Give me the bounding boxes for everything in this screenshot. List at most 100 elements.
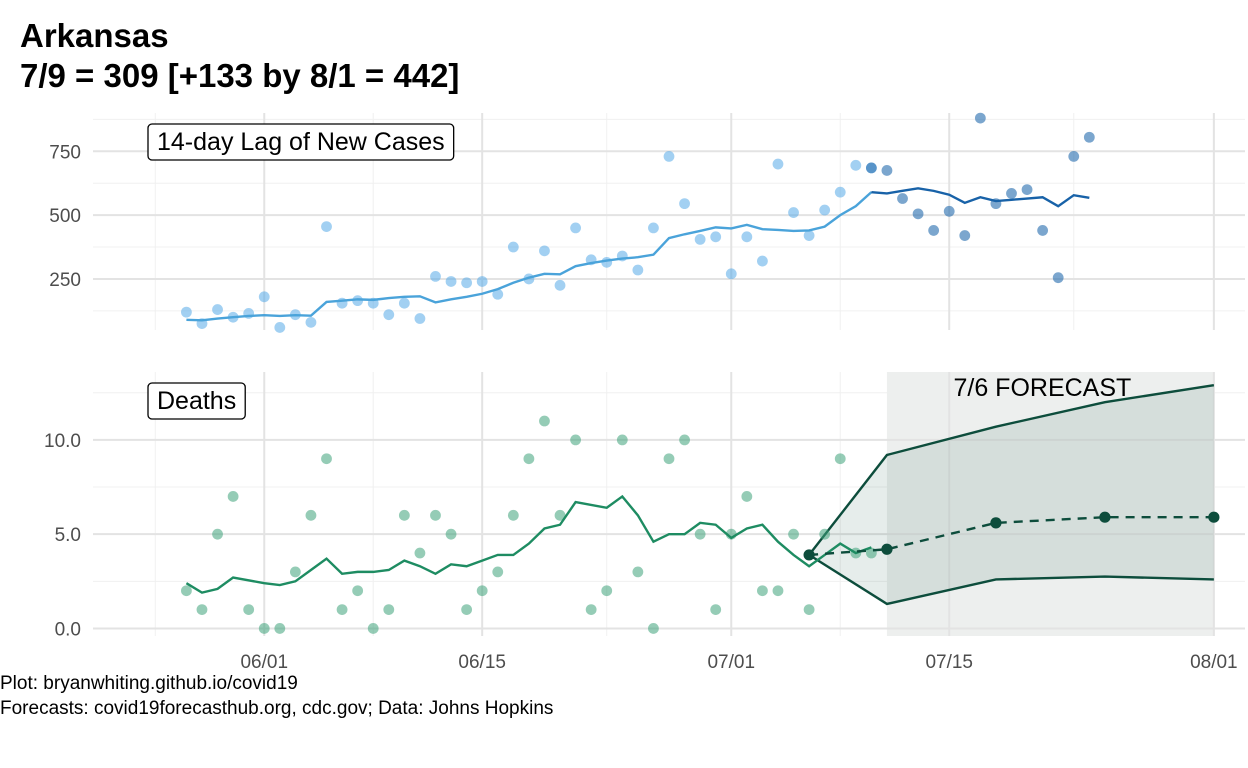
caption: Plot: bryanwhiting.github.io/covid19 For… (0, 671, 553, 721)
death-point (788, 528, 799, 540)
forecast-interval (809, 385, 1214, 604)
forecast-upper-line (808, 384, 1215, 556)
death-point (570, 434, 581, 446)
death-point (803, 604, 815, 615)
death-point (274, 623, 286, 634)
deaths-trend-line (185, 494, 872, 594)
case-point (834, 186, 846, 198)
x-tick-label: 06/15 (458, 652, 506, 673)
death-point (321, 453, 332, 465)
case-point (741, 231, 753, 243)
death-point (523, 453, 535, 465)
y-tick-label: 750 (49, 142, 81, 163)
y-tick-label: 5.0 (55, 525, 81, 546)
death-point (648, 623, 659, 634)
case-point (943, 205, 955, 217)
case-point (1021, 184, 1033, 195)
death-point (679, 434, 690, 446)
forecast-point (803, 549, 815, 561)
death-point (445, 528, 457, 540)
forecast-point (1099, 511, 1111, 523)
case-point (305, 316, 317, 328)
y-tick-label: 10.0 (44, 431, 81, 452)
cases-panel: 250 500 750 14-day Lag of New Cases (49, 112, 1245, 333)
death-point (492, 566, 504, 578)
x-tick-label: 08/01 (1190, 652, 1238, 673)
case-point (398, 297, 410, 309)
case-point (539, 245, 550, 257)
case-point (648, 222, 659, 234)
death-point (507, 509, 519, 521)
panel-label-box (147, 382, 246, 420)
case-point (445, 276, 457, 287)
death-point (741, 491, 753, 502)
caption-data-source: Forecasts: covid19forecasthub.org, cdc.g… (0, 698, 554, 719)
case-point (757, 255, 768, 267)
death-point (632, 566, 644, 578)
case-point (912, 208, 924, 220)
forecast-point (1208, 511, 1220, 523)
case-point (694, 233, 706, 245)
death-point (430, 509, 441, 521)
case-point (819, 204, 831, 216)
case-point (492, 288, 504, 300)
death-point (772, 585, 784, 597)
death-point (601, 585, 613, 597)
case-point (663, 151, 675, 162)
case-point (850, 159, 862, 171)
chart-title-state: Arkansas (20, 17, 169, 54)
forecast-median-line (809, 516, 1214, 557)
chart-title: Arkansas 7/9 = 309 [+133 by 8/1 = 442] (20, 16, 459, 96)
case-point (632, 264, 644, 276)
case-point (1068, 151, 1080, 162)
x-tick-label: 07/01 (707, 652, 755, 673)
chart-title-summary: 7/9 = 309 [+133 by 8/1 = 442] (20, 57, 460, 94)
forecast-point (881, 543, 893, 555)
case-point (430, 270, 441, 282)
death-point (585, 604, 597, 615)
case-point (274, 322, 286, 333)
death-point (414, 547, 426, 559)
case-point (352, 295, 364, 307)
death-point (383, 604, 395, 615)
case-point (1037, 225, 1049, 236)
case-point (865, 162, 877, 174)
deaths-panel: 0.0 5.0 10.0 7/6 FORECAST Deaths (44, 372, 1245, 640)
death-point (616, 434, 628, 446)
case-point (1006, 188, 1017, 199)
death-point (258, 623, 270, 634)
case-point (928, 225, 940, 236)
x-axis: 06/01 06/15 07/01 07/15 08/01 (240, 652, 1237, 673)
death-point (710, 604, 722, 615)
death-point (227, 491, 239, 502)
death-point (336, 604, 348, 615)
case-point (679, 198, 690, 210)
case-point (570, 222, 581, 234)
death-point (554, 509, 566, 521)
y-tick-label: 500 (49, 206, 81, 227)
y-tick-label: 250 (49, 270, 81, 291)
case-point (1083, 131, 1095, 143)
y-tick-label: 0.0 (55, 619, 81, 640)
cases-trend-line-recent (871, 187, 1090, 208)
case-point (959, 230, 971, 241)
case-point (476, 276, 488, 287)
case-point (554, 279, 566, 291)
case-point (803, 230, 815, 241)
case-point (507, 241, 519, 253)
death-point (694, 528, 706, 540)
case-point (383, 309, 395, 321)
case-point (772, 158, 784, 170)
death-point (212, 528, 223, 540)
death-point (243, 604, 255, 615)
death-point (196, 604, 208, 615)
caption-plot-source: Plot: bryanwhiting.github.io/covid19 (0, 673, 298, 694)
case-point (897, 193, 908, 204)
case-point (181, 306, 192, 318)
death-point (834, 453, 846, 465)
cases-trend-line (186, 191, 873, 322)
case-point (321, 221, 332, 233)
case-point (1052, 272, 1064, 284)
case-point (725, 268, 737, 280)
